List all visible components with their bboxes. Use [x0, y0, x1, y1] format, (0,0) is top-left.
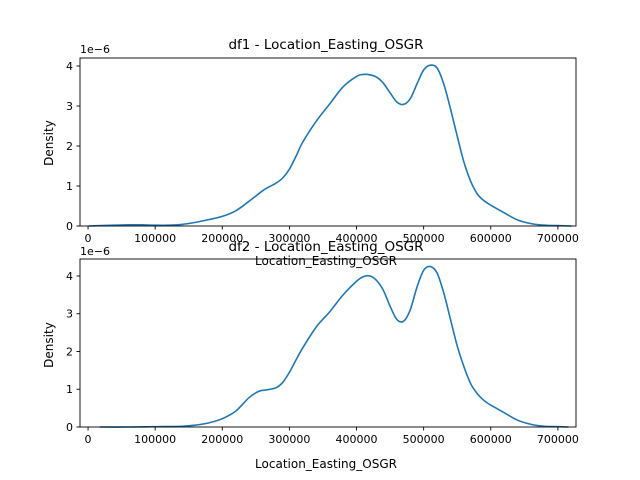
- top-y-ticks: 0 1 2 3 4: [66, 60, 80, 233]
- top-x-ticks: 0 100000 200000 300000 400000 500000 600000 700…: [85, 226, 579, 245]
- top-y-tick-label: 4: [66, 60, 73, 73]
- top-y-tick-label: 1: [66, 180, 73, 193]
- top-x-tick-label: 400000: [336, 232, 378, 245]
- bottom-x-tick-label: 500000: [403, 433, 445, 446]
- bottom-y-ticks: 0 1 2 3 4: [66, 270, 80, 434]
- bottom-x-tick-label: 200000: [201, 433, 243, 446]
- bottom-subplot-title: df2 - Location_Easting_OSGR: [228, 239, 423, 255]
- bottom-x-tick-label: 400000: [336, 433, 378, 446]
- bottom-x-ticks: 0 100000 200000 300000 400000 500000 600000 700…: [85, 427, 579, 446]
- bottom-y-tick-label: 0: [66, 421, 73, 434]
- top-x-tick-label: 500000: [403, 232, 445, 245]
- top-y-offset-label: 1e−6: [80, 43, 110, 56]
- bottom-x-tick-label: 700000: [537, 433, 579, 446]
- bottom-x-axis-label: Location_Easting_OSGR: [255, 457, 397, 471]
- top-y-tick-label: 2: [66, 140, 73, 153]
- top-x-tick-label: 700000: [537, 232, 579, 245]
- top-density-curve: [88, 64, 573, 227]
- top-subplot-title: df1 - Location_Easting_OSGR: [228, 37, 423, 53]
- bottom-y-tick-label: 3: [66, 308, 73, 321]
- bottom-y-tick-label: 4: [66, 270, 73, 283]
- bottom-x-tick-label: 100000: [134, 433, 176, 446]
- top-subplot: df1 - Location_Easting_OSGR 1e−6 Density…: [42, 37, 579, 268]
- top-x-tick-label: 600000: [470, 232, 512, 245]
- bottom-subplot: df2 - Location_Easting_OSGR 1e−6 Density…: [42, 239, 579, 471]
- bottom-y-axis-label: Density: [42, 322, 56, 368]
- bottom-x-tick-label: 0: [85, 433, 92, 446]
- bottom-x-tick-label: 600000: [470, 433, 512, 446]
- top-x-tick-label: 100000: [134, 232, 176, 245]
- top-x-tick-label: 300000: [268, 232, 310, 245]
- top-y-tick-label: 3: [66, 100, 73, 113]
- top-y-tick-label: 0: [66, 220, 73, 233]
- top-x-tick-label: 0: [85, 232, 92, 245]
- top-x-axis-label: Location_Easting_OSGR: [255, 254, 397, 268]
- bottom-y-tick-label: 2: [66, 345, 73, 358]
- bottom-plot-frame: [79, 258, 577, 428]
- top-x-tick-label: 200000: [201, 232, 243, 245]
- bottom-x-tick-label: 300000: [268, 433, 310, 446]
- bottom-density-curve: [99, 265, 569, 428]
- top-y-axis-label: Density: [42, 120, 56, 166]
- bottom-y-tick-label: 1: [66, 383, 73, 396]
- bottom-y-offset-label: 1e−6: [80, 245, 110, 258]
- top-plot-frame: [79, 57, 577, 227]
